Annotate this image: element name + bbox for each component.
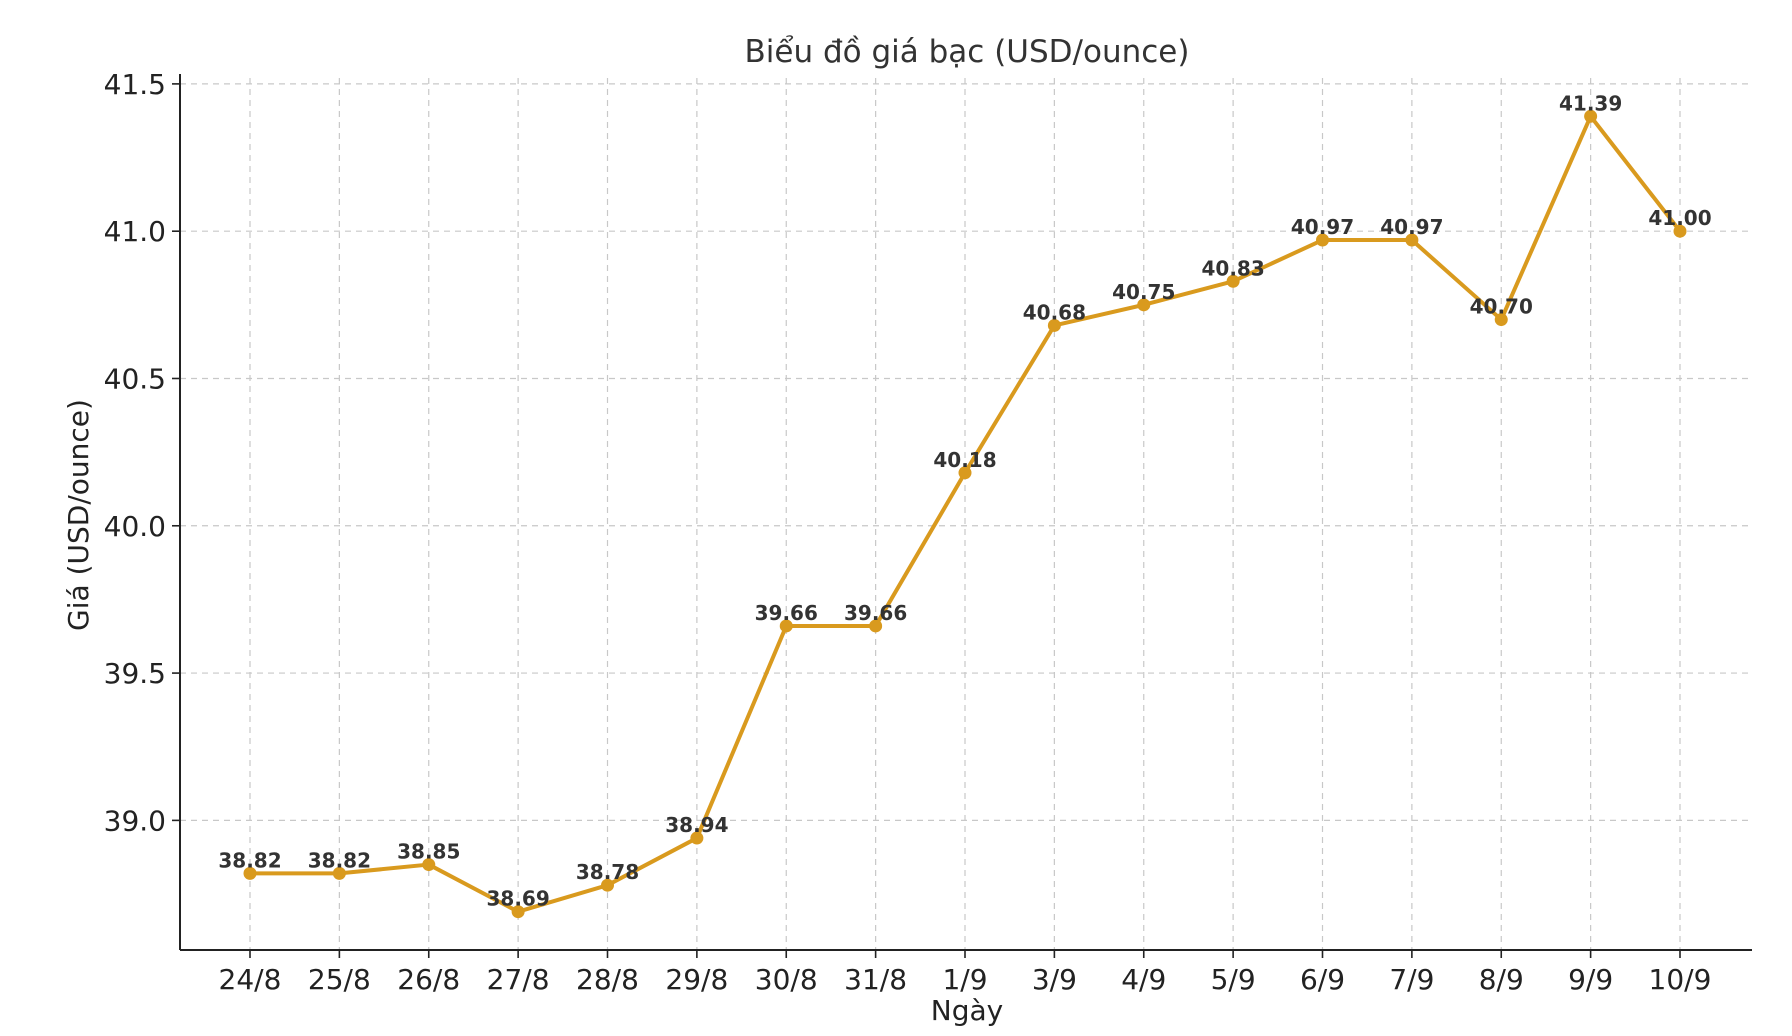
data-point-14 [1494,313,1508,327]
x-tick-label-0: 24/8 [219,963,282,996]
data-label-12: 40.97 [1291,215,1354,239]
x-tick-label-15: 9/9 [1568,963,1613,996]
data-labels: 38.82 38.82 38.85 38.69 38.78 38.94 39.66 39.66… [218,91,1711,910]
y-tick-label-5: 41.5 [104,68,166,101]
data-point-0 [243,866,257,880]
data-label-4: 38.78 [576,860,639,884]
x-tick-label-12: 6/9 [1300,963,1345,996]
x-tick-label-14: 8/9 [1479,963,1524,996]
data-point-1 [332,866,346,880]
data-label-1: 38.82 [308,848,371,872]
data-point-2 [422,858,436,872]
y-tick-label-0: 39.0 [104,804,166,837]
y-tick-label-4: 41.0 [104,215,166,248]
data-label-0: 38.82 [218,848,281,872]
data-label-3: 38.69 [486,887,549,911]
x-tick-label-7: 31/8 [844,963,907,996]
data-point-16 [1673,224,1687,238]
series-layer [243,109,1687,919]
data-point-7 [869,619,883,633]
axes: 24/8 25/8 26/8 27/8 28/8 29/8 30/8 31/8 1/9 3/9 4/… [104,68,1752,996]
data-point-9 [1047,318,1061,332]
data-label-11: 40.83 [1201,256,1264,280]
data-label-10: 40.75 [1112,280,1175,304]
data-point-15 [1584,109,1598,123]
data-label-8: 40.18 [933,448,996,472]
data-point-4 [601,878,614,892]
x-tick-label-6: 30/8 [755,963,818,996]
y-tick-label-1: 39.5 [104,657,166,690]
data-point-10 [1137,298,1151,312]
data-label-9: 40.68 [1023,300,1086,324]
data-label-15: 41.39 [1559,91,1622,115]
data-label-2: 38.85 [397,840,460,864]
data-label-14: 40.70 [1470,295,1533,319]
grid [180,78,1752,950]
chart-title: Biểu đồ giá bạc (USD/ounce) [745,34,1190,70]
x-tick-label-8: 1/9 [942,963,987,996]
x-tick-label-10: 4/9 [1121,963,1166,996]
data-label-7: 39.66 [844,601,907,625]
data-label-6: 39.66 [755,601,818,625]
x-tick-label-3: 27/8 [487,963,550,996]
y-tick-label-3: 40.5 [104,362,166,395]
data-label-5: 38.94 [665,813,728,837]
data-point-11 [1226,274,1240,288]
y-tick-label-2: 40.0 [104,510,166,543]
x-axis-title: Ngày [931,994,1003,1027]
y-axis-title: Giá (USD/ounce) [62,399,95,631]
data-point-6 [779,619,793,633]
data-point-13 [1405,233,1419,247]
data-point-5 [690,831,704,845]
x-tick-label-13: 7/9 [1389,963,1434,996]
data-label-16: 41.00 [1648,206,1711,230]
x-tick-label-5: 29/8 [665,963,728,996]
data-point-8 [958,466,972,480]
data-point-12 [1316,233,1329,247]
data-label-13: 40.97 [1380,215,1443,239]
x-tick-label-16: 10/9 [1649,963,1712,996]
x-tick-label-1: 25/8 [308,963,371,996]
x-tick-label-2: 26/8 [397,963,460,996]
x-tick-label-11: 5/9 [1211,963,1256,996]
x-tick-label-9: 3/9 [1032,963,1077,996]
data-point-3 [511,905,525,919]
x-tick-label-4: 28/8 [576,963,639,996]
